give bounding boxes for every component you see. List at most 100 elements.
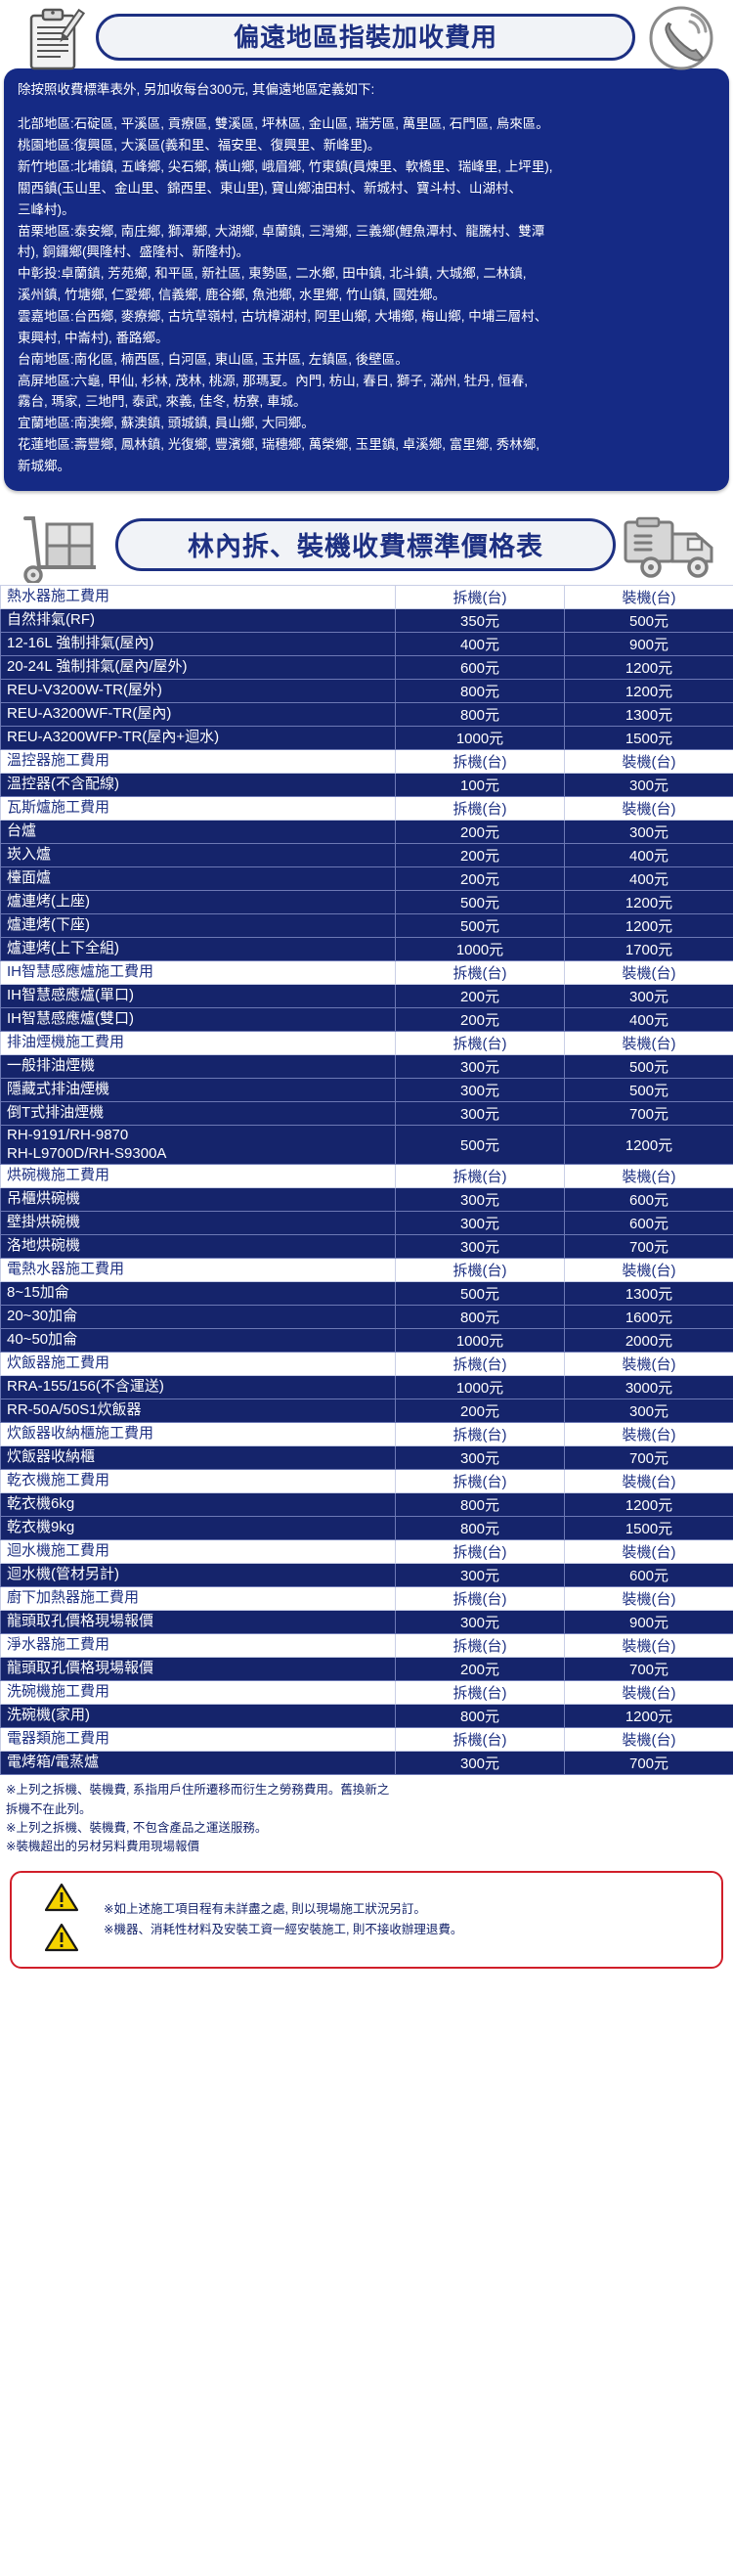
- table-row-install-price: 1300元: [564, 701, 733, 727]
- table-section-header-label: 炊飯器施工費用: [0, 1352, 396, 1377]
- table-row-item-name: 爐連烤(上座): [0, 889, 396, 914]
- remote-area-line-list: 北部地區:石碇區, 平溪區, 貢療區, 雙溪區, 坪林區, 金山區, 瑞芳區, …: [18, 113, 715, 477]
- remote-area-lead: 除按照收費標準表外, 另加收每台300元, 其偏遠地區定義如下:: [18, 82, 375, 97]
- table-column-header-install: 裝機(台): [564, 959, 733, 985]
- table-row-install-price: 3000元: [564, 1375, 733, 1400]
- table-row-remove-price: 200元: [395, 1399, 565, 1424]
- table-row-item-name: 12-16L 強制排氣(屋內): [0, 631, 396, 656]
- table-section-header-label: 瓦斯爐施工費用: [0, 795, 396, 821]
- price-table-title: 林內拆、裝機收費標準價格表: [188, 532, 543, 562]
- table-row-remove-price: 500元: [395, 1124, 565, 1166]
- table-row: 8~15加侖 500元 1300元: [0, 1281, 733, 1307]
- table-row-remove-price: 800元: [395, 1516, 565, 1541]
- table-section-header-row: 電器類施工費用 拆機(台) 裝機(台): [0, 1727, 733, 1753]
- remote-area-line: 花蓮地區:壽豐鄉, 鳳林鎮, 光復鄉, 豐濱鄉, 瑞穗鄉, 萬榮鄉, 玉里鎮, …: [18, 437, 540, 453]
- table-row-install-price: 1200元: [564, 889, 733, 914]
- table-row-install-price: 600元: [564, 1211, 733, 1236]
- table-section-header-row: 乾衣機施工費用 拆機(台) 裝機(台): [0, 1469, 733, 1494]
- footnote-line: ※裝機超出的另材另料費用現場報價: [6, 1840, 199, 1854]
- table-row: 倒T式排油煙機 300元 700元: [0, 1100, 733, 1126]
- table-row-install-price: 1200元: [564, 1492, 733, 1518]
- table-row-item-name: 一般排油煙機: [0, 1053, 396, 1079]
- table-row-remove-price: 300元: [395, 1100, 565, 1126]
- table-section-header-label: 乾衣機施工費用: [0, 1469, 396, 1494]
- warning-line: ※如上述施工項目程有未詳盡之處, 則以現場施工狀況另訂。: [104, 1901, 426, 1916]
- footnotes: ※上列之拆機、裝機費, 系指用戶住所遷移而衍生之勞務費用。舊換新之 拆機不在此列…: [0, 1775, 733, 1861]
- table-row-remove-price: 800元: [395, 1704, 565, 1729]
- warning-line: ※機器、消耗性材料及安裝工資一經安裝施工, 則不接收辦理退費。: [104, 1922, 463, 1936]
- table-row-remove-price: 600元: [395, 654, 565, 680]
- remote-area-line: 新竹地區:北埔鎮, 五峰鄉, 尖石鄉, 橫山鄉, 峨眉鄉, 竹東鎮(員煉里、軟橋…: [18, 158, 553, 174]
- remote-area-line: 三峰村)。: [18, 201, 75, 217]
- table-column-header-remove: 拆機(台): [395, 1727, 565, 1753]
- table-row-item-name: 乾衣機6kg: [0, 1492, 396, 1518]
- table-row-remove-price: 350元: [395, 607, 565, 633]
- table-row: REU-V3200W-TR(屋外) 800元 1200元: [0, 678, 733, 703]
- table-row: 乾衣機9kg 800元 1500元: [0, 1516, 733, 1541]
- table-row-remove-price: 200元: [395, 1006, 565, 1032]
- table-section-header-row: 炊飯器收納櫃施工費用 拆機(台) 裝機(台): [0, 1422, 733, 1447]
- remote-area-section: 偏遠地區指裝加收費用 除按照收費標準表外, 另加收每台300元, 其偏遠地區定義…: [0, 0, 733, 491]
- warning-triangle-icon: [44, 1923, 79, 1957]
- table-row-install-price: 400元: [564, 842, 733, 867]
- price-table-title-pill: 林內拆、裝機收費標準價格表: [115, 517, 616, 571]
- table-row-item-name: 炊飯器收納櫃: [0, 1445, 396, 1471]
- table-row: 壁掛烘碗機 300元 600元: [0, 1211, 733, 1236]
- table-row: IH智慧感應爐(單口) 200元 300元: [0, 983, 733, 1008]
- table-row-remove-price: 500元: [395, 912, 565, 938]
- remote-area-line: 苗栗地區:泰安鄉, 南庄鄉, 獅潭鄉, 大湖鄉, 卓蘭鎮, 三灣鄉, 三義鄉(鯉…: [18, 223, 545, 239]
- table-row-item-name: 洗碗機(家用): [0, 1704, 396, 1729]
- table-column-header-install: 裝機(台): [564, 1680, 733, 1706]
- table-row-remove-price: 800元: [395, 1305, 565, 1330]
- table-row-remove-price: 200元: [395, 1657, 565, 1682]
- table-column-header-remove: 拆機(台): [395, 748, 565, 774]
- remote-area-blue-box: 除按照收費標準表外, 另加收每台300元, 其偏遠地區定義如下: 北部地區:石碇…: [4, 68, 729, 491]
- table-row-remove-price: 1000元: [395, 725, 565, 750]
- remote-area-line: 雲嘉地區:台西鄉, 麥療鄉, 古坑草嶺村, 古坑樟湖村, 阿里山鄉, 大埔鄉, …: [18, 308, 548, 324]
- table-section-header-label: 熱水器施工費用: [0, 584, 396, 609]
- remote-area-line: 溪州鎮, 竹塘鄉, 仁愛鄉, 信義鄉, 鹿谷鄉, 魚池鄉, 水里鄉, 竹山鎮, …: [18, 288, 447, 303]
- footnote-line: ※上列之拆機、裝機費, 系指用戶住所遷移而衍生之勞務費用。舊換新之: [6, 1783, 390, 1798]
- table-row: RRA-155/156(不含運送) 1000元 3000元: [0, 1375, 733, 1400]
- table-row-item-name: 自然排氣(RF): [0, 607, 396, 633]
- table-row: 洗碗機(家用) 800元 1200元: [0, 1704, 733, 1729]
- table-row-install-price: 500元: [564, 1077, 733, 1102]
- clipboard-icon: [18, 6, 94, 75]
- table-column-header-install: 裝機(台): [564, 584, 733, 609]
- remote-area-line: 東興村, 中崙村), 番路鄉。: [18, 330, 169, 345]
- table-column-header-remove: 拆機(台): [395, 1586, 565, 1612]
- table-section-header-label: 排油煙機施工費用: [0, 1030, 396, 1055]
- table-row: 龍頭取孔價格現場報價 300元 900元: [0, 1610, 733, 1635]
- table-row-install-price: 400元: [564, 1006, 733, 1032]
- price-table: 熱水器施工費用 拆機(台) 裝機(台) 自然排氣(RF) 350元 500元 12-16L …: [0, 584, 733, 1776]
- table-row-item-name: REU-A3200WF-TR(屋內): [0, 701, 396, 727]
- table-row-item-name: 檯面爐: [0, 866, 396, 891]
- table-row-item-name: IH智慧感應爐(單口): [0, 983, 396, 1008]
- table-row-remove-price: 300元: [395, 1563, 565, 1588]
- table-section-header-label: 洗碗機施工費用: [0, 1680, 396, 1706]
- table-row-install-price: 1200元: [564, 678, 733, 703]
- table-row-install-price: 700元: [564, 1100, 733, 1126]
- table-row-install-price: 300元: [564, 819, 733, 844]
- table-row: 電烤箱/電蒸爐 300元 700元: [0, 1751, 733, 1776]
- remote-area-line: 台南地區:南化區, 楠西區, 白河區, 東山區, 玉井區, 左鎮區, 後壁區。: [18, 351, 409, 367]
- table-row-remove-price: 100元: [395, 772, 565, 797]
- table-section-header-row: 烘碗機施工費用 拆機(台) 裝機(台): [0, 1164, 733, 1189]
- table-row-install-price: 700元: [564, 1445, 733, 1471]
- table-row: 吊櫃烘碗機 300元 600元: [0, 1187, 733, 1213]
- table-column-header-remove: 拆機(台): [395, 1258, 565, 1283]
- table-row-install-price: 900元: [564, 1610, 733, 1635]
- remote-area-line: 關西鎮(玉山里、金山里、錦西里、東山里), 寶山鄉油田村、新城村、寶斗村、山湖村…: [18, 180, 522, 196]
- table-row: REU-A3200WFP-TR(屋內+迴水) 1000元 1500元: [0, 725, 733, 750]
- table-section-header-label: 淨水器施工費用: [0, 1633, 396, 1659]
- document-page: 偏遠地區指裝加收費用 除按照收費標準表外, 另加收每台300元, 其偏遠地區定義…: [0, 0, 733, 1969]
- remote-area-title-pill: 偏遠地區指裝加收費用: [96, 14, 635, 61]
- footnote-line: ※上列之拆機、裝機費, 不包含產品之運送服務。: [6, 1821, 268, 1836]
- table-row-remove-price: 300元: [395, 1053, 565, 1079]
- table-row: 溫控器(不含配線) 100元 300元: [0, 772, 733, 797]
- table-column-header-remove: 拆機(台): [395, 1352, 565, 1377]
- table-column-header-remove: 拆機(台): [395, 1539, 565, 1565]
- table-row-install-price: 700元: [564, 1234, 733, 1260]
- table-column-header-install: 裝機(台): [564, 1258, 733, 1283]
- table-row: RH-9191/RH-9870 RH-L9700D/RH-S9300A 500元 12…: [0, 1124, 733, 1166]
